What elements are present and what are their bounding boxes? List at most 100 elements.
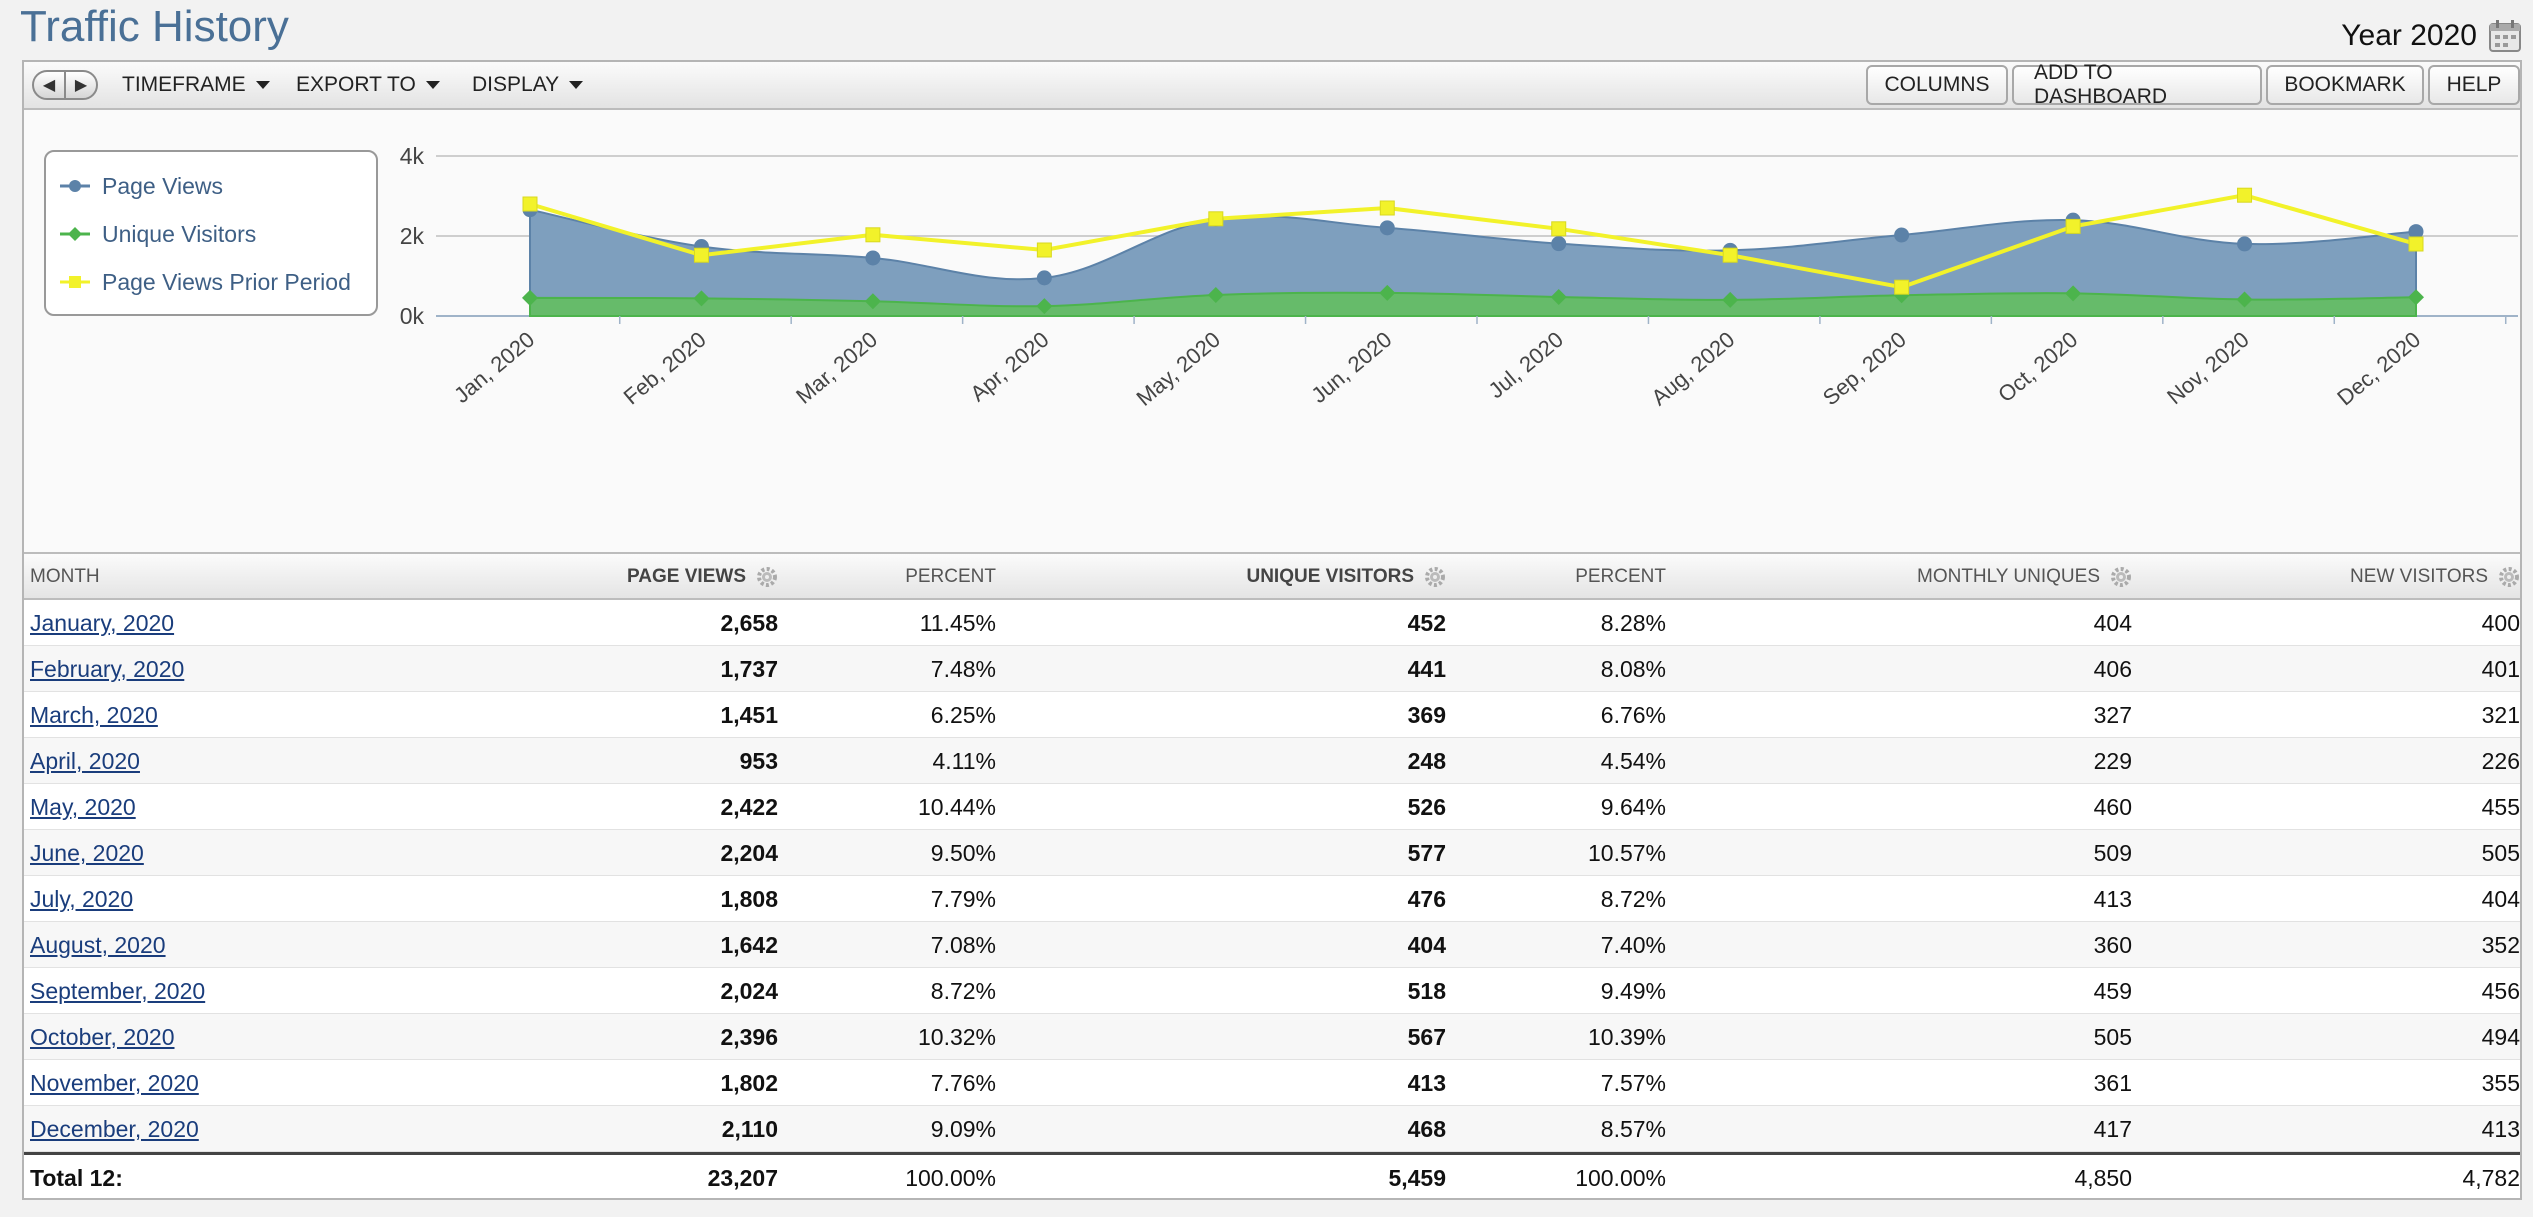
month-link[interactable]: November, 2020: [30, 1069, 199, 1096]
add-to-dashboard-button[interactable]: ADD TO DASHBOARD: [2012, 61, 2262, 108]
period-selector[interactable]: Year 2020: [2341, 18, 2523, 54]
month-link[interactable]: August, 2020: [30, 931, 166, 958]
column-header-percent-pv[interactable]: PERCENT: [804, 554, 996, 600]
percent-pv-cell: 6.25%: [930, 701, 996, 728]
prior-period-line: [529, 193, 2417, 290]
export-to-menu[interactable]: EXPORT TO: [296, 62, 440, 108]
legend-item-unique-visitors[interactable]: Unique Visitors: [60, 210, 376, 258]
prior-period-point: [2408, 236, 2424, 252]
percent-pv-cell: 9.50%: [930, 839, 996, 866]
page-views-cell: 2,422: [720, 793, 778, 820]
table-body: January, 2020 2,658 11.45% 452 8.28% 404 400 Fe…: [24, 600, 2520, 1152]
monthly-uniques-cell: 417: [2093, 1115, 2132, 1142]
monthly-uniques-cell: 229: [2093, 747, 2132, 774]
gear-icon[interactable]: [2110, 566, 2132, 588]
unique-visitors-point: [1722, 291, 1739, 308]
month-link[interactable]: December, 2020: [30, 1115, 199, 1142]
total-row: Total 12: 23,207 100.00% 5,459 100.00% 4…: [24, 1152, 2520, 1198]
month-link[interactable]: January, 2020: [30, 609, 175, 636]
page-title: Traffic History: [20, 2, 289, 51]
unique-visitors-cell: 404: [1407, 931, 1446, 958]
legend-item-page-views[interactable]: Page Views: [60, 162, 376, 210]
display-menu[interactable]: DISPLAY: [472, 62, 584, 108]
timeframe-menu-label: TIMEFRAME: [122, 73, 246, 96]
new-visitors-cell: 226: [2481, 747, 2520, 774]
month-link[interactable]: February, 2020: [30, 655, 185, 682]
x-tick-label: Jun, 2020: [1306, 327, 1396, 408]
new-visitors-cell: 400: [2481, 609, 2520, 636]
page-views-cell: 1,642: [720, 931, 778, 958]
table-row: August, 2020 1,642 7.08% 404 7.40% 360 352: [24, 922, 2520, 968]
caret-down-icon: [569, 81, 584, 89]
column-header-unique-visitors[interactable]: UNIQUE VISITORS: [1124, 554, 1446, 600]
unique-visitors-area: [529, 291, 2417, 317]
bookmark-button[interactable]: BOOKMARK: [2266, 65, 2424, 105]
timeframe-menu[interactable]: TIMEFRAME: [122, 62, 270, 108]
monthly-uniques-cell: 327: [2093, 701, 2132, 728]
right-arrow-icon[interactable]: ▶: [74, 77, 88, 94]
month-link[interactable]: March, 2020: [30, 701, 158, 728]
report-panel: ◀ ▶ TIMEFRAME EXPORT TO DISPLAY COLUMNS …: [22, 60, 2522, 1200]
month-link[interactable]: September, 2020: [30, 977, 206, 1004]
help-button[interactable]: HELP: [2428, 65, 2520, 105]
unique-visitors-cell: 452: [1407, 609, 1446, 636]
unique-visitors-cell: 476: [1407, 885, 1446, 912]
chart-legend: Page Views Unique Visitors Page Views Pr…: [44, 150, 378, 316]
column-header-percent-uv[interactable]: PERCENT: [1474, 554, 1666, 600]
page-views-point: [1551, 236, 1567, 252]
x-tick-label: Jan, 2020: [449, 327, 539, 408]
prior-period-point: [1208, 211, 1224, 227]
percent-pv-cell: 10.32%: [917, 1023, 996, 1050]
page-views-cell: 1,802: [720, 1069, 778, 1096]
percent-uv-cell: 8.08%: [1600, 655, 1666, 682]
y-tick-label: 4k: [400, 143, 425, 169]
period-label: Year 2020: [2341, 19, 2477, 52]
monthly-uniques-cell: 413: [2093, 885, 2132, 912]
gear-icon[interactable]: [1424, 566, 1446, 588]
column-header-monthly-uniques[interactable]: MONTHLY UNIQUES: [1724, 554, 2132, 600]
unique-visitors-point: [1207, 286, 1224, 303]
unique-visitors-point: [2236, 291, 2253, 308]
legend-item-prior-period[interactable]: Page Views Prior Period: [60, 258, 376, 306]
page-views-point: [1379, 220, 1395, 236]
percent-pv-cell: 11.45%: [919, 609, 996, 636]
period-navigator: ◀ ▶: [32, 70, 98, 100]
percent-uv-cell: 4.54%: [1600, 747, 1666, 774]
month-link[interactable]: June, 2020: [30, 839, 144, 866]
page-views-cell: 2,204: [720, 839, 778, 866]
diamond-marker-icon: [60, 227, 90, 241]
month-link[interactable]: October, 2020: [30, 1023, 175, 1050]
total-page-views: 23,207: [707, 1164, 778, 1191]
chart-area: 0k 2k 4k Jan, 2020 Feb, 2020 Mar, 2020 Apr, 20…: [24, 110, 2520, 552]
page-views-point: [1036, 270, 1052, 286]
column-header-new-visitors[interactable]: NEW VISITORS: [2224, 554, 2520, 600]
unique-visitors-cell: 577: [1407, 839, 1446, 866]
column-header-page-views[interactable]: PAGE VIEWS: [504, 554, 778, 600]
x-tick-label: Feb, 2020: [619, 327, 711, 410]
prior-period-point: [693, 247, 709, 263]
month-link[interactable]: April, 2020: [30, 747, 140, 774]
percent-uv-cell: 8.57%: [1600, 1115, 1666, 1142]
month-link[interactable]: July, 2020: [30, 885, 134, 912]
gear-icon[interactable]: [756, 566, 778, 588]
column-header-month[interactable]: MONTH: [30, 554, 100, 600]
export-to-menu-label: EXPORT TO: [296, 73, 416, 96]
page-views-cell: 1,737: [720, 655, 778, 682]
monthly-uniques-cell: 505: [2093, 1023, 2132, 1050]
unique-visitors-cell: 526: [1407, 793, 1446, 820]
percent-pv-cell: 10.44%: [917, 793, 996, 820]
monthly-uniques-cell: 460: [2093, 793, 2132, 820]
percent-pv-cell: 7.76%: [930, 1069, 996, 1096]
prior-period-point: [2065, 218, 2081, 234]
x-tick-label: Oct, 2020: [1993, 327, 2082, 407]
traffic-chart: 0k 2k 4k Jan, 2020 Feb, 2020 Mar, 2020 Apr, 20…: [400, 143, 2518, 411]
left-arrow-icon[interactable]: ◀: [34, 72, 66, 98]
gear-icon[interactable]: [2498, 566, 2520, 588]
percent-uv-cell: 9.49%: [1600, 977, 1666, 1004]
unique-visitors-point: [1550, 288, 1567, 305]
new-visitors-cell: 352: [2481, 931, 2520, 958]
columns-button[interactable]: COLUMNS: [1866, 65, 2008, 105]
calendar-icon[interactable]: [2487, 18, 2523, 54]
new-visitors-cell: 494: [2481, 1023, 2520, 1050]
month-link[interactable]: May, 2020: [30, 793, 136, 820]
